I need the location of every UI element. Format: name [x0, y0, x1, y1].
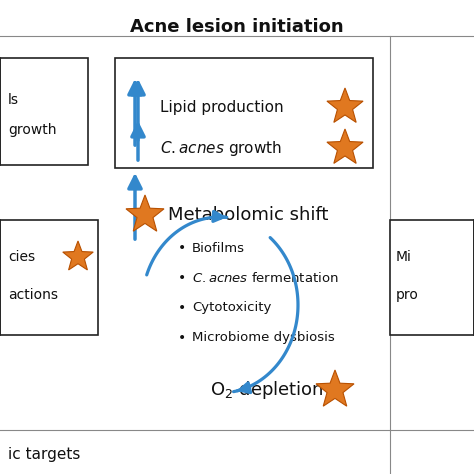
Text: Biofilms: Biofilms	[192, 241, 245, 255]
Text: pro: pro	[396, 288, 419, 302]
FancyBboxPatch shape	[390, 220, 474, 335]
Text: O$_2$ depletion: O$_2$ depletion	[210, 379, 324, 401]
FancyBboxPatch shape	[0, 58, 88, 165]
Polygon shape	[327, 129, 363, 164]
Text: ls: ls	[8, 93, 19, 107]
Text: cies: cies	[8, 250, 35, 264]
Text: Acne lesion initiation: Acne lesion initiation	[130, 18, 344, 36]
Text: ic targets: ic targets	[8, 447, 81, 462]
Text: Metabolomic shift: Metabolomic shift	[168, 206, 328, 224]
Polygon shape	[63, 241, 93, 270]
Text: growth: growth	[8, 123, 56, 137]
Polygon shape	[327, 88, 363, 122]
Text: Microbiome dysbiosis: Microbiome dysbiosis	[192, 331, 335, 345]
Text: •: •	[178, 271, 186, 285]
FancyBboxPatch shape	[0, 220, 98, 335]
Text: •: •	[178, 241, 186, 255]
Polygon shape	[316, 370, 354, 406]
Text: Cytotoxicity: Cytotoxicity	[192, 301, 272, 315]
Text: $\it{C. acnes}$ fermentation: $\it{C. acnes}$ fermentation	[192, 271, 338, 285]
Text: •: •	[178, 301, 186, 315]
Text: $\it{C. acnes}$ growth: $\it{C. acnes}$ growth	[160, 138, 282, 157]
Text: Mi: Mi	[396, 250, 412, 264]
Text: actions: actions	[8, 288, 58, 302]
Text: •: •	[178, 331, 186, 345]
Polygon shape	[126, 195, 164, 231]
Text: Lipid production: Lipid production	[160, 100, 283, 115]
FancyBboxPatch shape	[115, 58, 373, 168]
